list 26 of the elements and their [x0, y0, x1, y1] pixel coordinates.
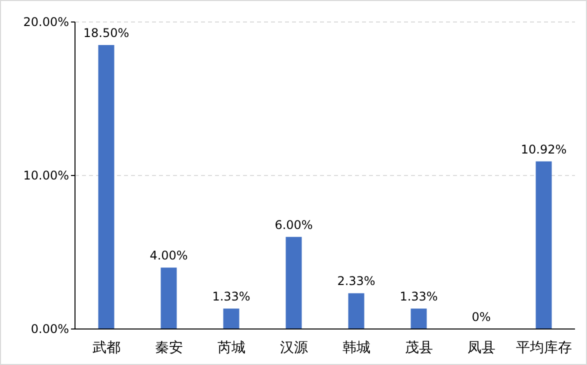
bar [160, 268, 177, 329]
bar [98, 45, 114, 329]
data-label: 18.50% [83, 26, 130, 40]
x-tick-label: 韩城 [342, 340, 370, 356]
bar [348, 293, 364, 329]
x-tick-label: 秦安 [154, 340, 183, 356]
data-label: 10.92% [520, 142, 567, 156]
data-label: 1.33% [212, 290, 250, 304]
y-tick-label: 0.00% [30, 322, 69, 336]
bar [536, 161, 552, 329]
y-tick-label: 20.00% [23, 15, 69, 29]
x-tick-label: 凤县 [467, 340, 496, 356]
data-label: 6.00% [274, 218, 313, 232]
data-label: 0% [472, 310, 491, 324]
y-tick-label: 10.00% [23, 168, 69, 182]
x-tick-label: 茂县 [404, 340, 433, 356]
bar [286, 236, 302, 329]
data-label: 4.00% [150, 248, 188, 263]
bar [410, 308, 427, 329]
x-tick-label: 芮城 [217, 340, 246, 356]
x-tick-label: 汉源 [280, 340, 308, 356]
bar [223, 308, 240, 329]
x-tick-label: 平均库存 [516, 340, 572, 356]
x-tick-label: 武都 [92, 340, 120, 356]
data-label: 2.33% [337, 274, 376, 288]
data-label: 1.33% [400, 290, 438, 304]
